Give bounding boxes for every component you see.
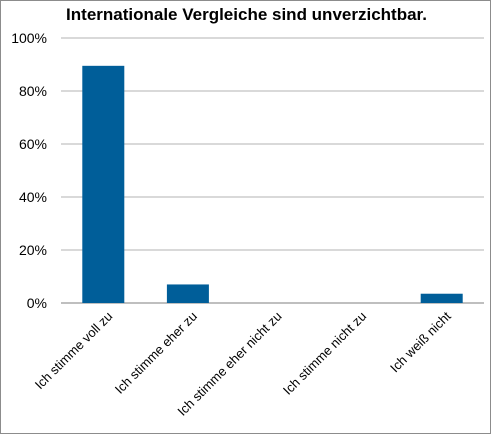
bar <box>82 65 125 303</box>
gridlines <box>61 37 484 304</box>
bar <box>420 293 463 303</box>
chart-title: Internationale Vergleiche sind unverzich… <box>66 5 427 24</box>
x-tick-label: Ich stimme eher zu <box>112 309 200 397</box>
x-tick-label: Ich weiß nicht <box>387 308 454 375</box>
y-tick-label: 80% <box>19 83 47 99</box>
y-tick-labels: 0% 20% 40% 60% 80% 100% <box>11 30 47 311</box>
x-tick-label: Ich stimme nicht zu <box>280 309 369 398</box>
bar <box>166 284 209 303</box>
y-tick-label: 0% <box>27 295 47 311</box>
y-tick-label: 60% <box>19 136 47 152</box>
y-tick-label: 20% <box>19 242 47 258</box>
y-tick-label: 40% <box>19 189 47 205</box>
y-tick-label: 100% <box>11 30 47 46</box>
x-tick-label: Ich stimme voll zu <box>32 309 116 393</box>
bars <box>82 65 463 303</box>
